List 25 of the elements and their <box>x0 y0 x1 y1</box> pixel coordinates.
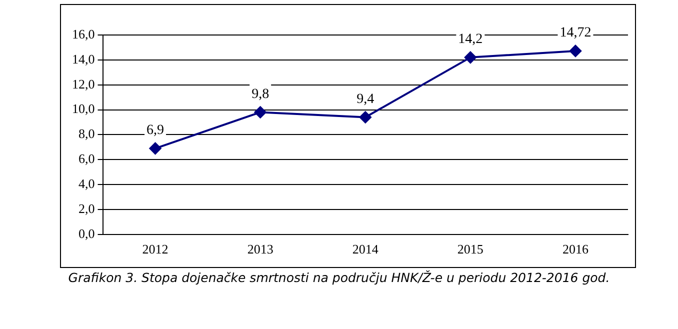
data-label: 9,8 <box>252 86 270 102</box>
data-label: 6,9 <box>146 123 164 138</box>
x-tick-label: 2015 <box>457 242 484 257</box>
point <box>149 142 162 154</box>
point <box>254 106 266 118</box>
data-label: 14,2 <box>458 32 483 48</box>
y-tick-label: 4,0 <box>78 176 95 191</box>
x-tick-label: 2016 <box>562 242 589 257</box>
x-tick-label: 2012 <box>142 242 168 257</box>
y-tick-label: 10,0 <box>72 101 95 116</box>
data-label: 14,72 <box>560 26 592 41</box>
data-label: 9,4 <box>356 92 374 107</box>
x-tick-label: 2014 <box>352 242 379 257</box>
y-tick-label: 6,0 <box>78 151 95 166</box>
text: Grafikon 3. Stopa dojenačke smrtnosti na području HNK/Ž-e u periodu 2012-2016 god. <box>67 270 611 285</box>
y-tick-label: 16,0 <box>72 26 95 42</box>
y-tick-label: 2,0 <box>78 200 95 216</box>
y-tick-label: 14,0 <box>72 51 95 66</box>
x-tick-label: 2013 <box>247 242 274 257</box>
y-tick-label: 8,0 <box>78 126 95 142</box>
y-tick-label: 0,0 <box>78 226 95 241</box>
point <box>359 111 372 124</box>
point <box>569 44 582 57</box>
y-tick-label: 12,0 <box>72 76 95 92</box>
point <box>464 51 476 64</box>
